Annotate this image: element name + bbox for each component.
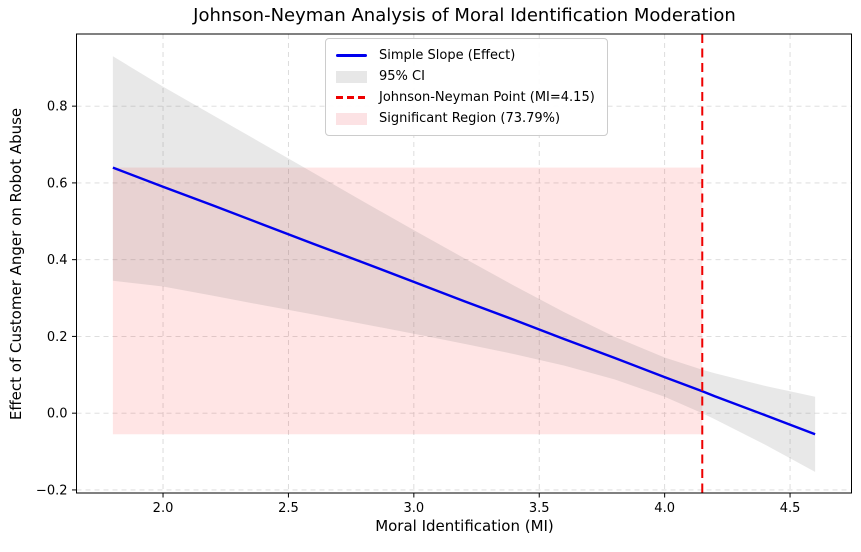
y-tick-label: −0.2 bbox=[36, 483, 68, 498]
legend-item-label: Simple Slope (Effect) bbox=[379, 48, 516, 63]
y-tick-label: 0.8 bbox=[47, 100, 68, 115]
legend-dash-swatch-icon bbox=[336, 96, 367, 99]
y-axis: −0.2 0.0 0.2 0.4 0.6 0.8 bbox=[36, 100, 77, 498]
legend: Simple Slope (Effect) 95% CI Johnson-Neyma… bbox=[325, 38, 608, 136]
x-tick-label: 3.5 bbox=[529, 501, 550, 516]
legend-item-3: Significant Region (73.79%) bbox=[336, 109, 597, 128]
y-tick-label: 0.6 bbox=[47, 176, 68, 191]
x-tick-label: 3.0 bbox=[403, 501, 424, 516]
y-tick-label: 0.0 bbox=[47, 407, 68, 422]
x-tick-label: 4.0 bbox=[654, 501, 675, 516]
legend-line-swatch-icon bbox=[336, 54, 367, 57]
y-tick-label: 0.4 bbox=[47, 253, 68, 268]
legend-item-label: Johnson-Neyman Point (MI=4.15) bbox=[379, 90, 595, 105]
x-tick-label: 2.0 bbox=[153, 501, 174, 516]
y-tick-label: 0.2 bbox=[47, 330, 68, 345]
x-tick-label: 2.5 bbox=[278, 501, 299, 516]
x-axis: 2.0 2.5 3.0 3.5 4.0 4.5 bbox=[153, 493, 801, 516]
y-axis-label: Effect of Customer Anger on Robot Abuse bbox=[7, 107, 25, 421]
simple-slope-line bbox=[112, 166, 816, 436]
legend-item-0: Simple Slope (Effect) bbox=[336, 46, 597, 65]
chart-title: Johnson-Neyman Analysis of Moral Identif… bbox=[193, 5, 736, 26]
significant-region bbox=[112, 167, 703, 435]
legend-item-2: Johnson-Neyman Point (MI=4.15) bbox=[336, 88, 597, 107]
x-axis-label: Moral Identification (MI) bbox=[375, 517, 554, 535]
legend-patch-swatch-icon bbox=[336, 70, 367, 83]
legend-item-label: 95% CI bbox=[379, 69, 425, 84]
x-tick-label: 4.5 bbox=[780, 501, 801, 516]
legend-item-1: 95% CI bbox=[336, 67, 597, 86]
legend-item-label: Significant Region (73.79%) bbox=[379, 111, 561, 126]
axes-spines bbox=[76, 33, 852, 494]
legend-patch-swatch-icon bbox=[336, 112, 367, 125]
